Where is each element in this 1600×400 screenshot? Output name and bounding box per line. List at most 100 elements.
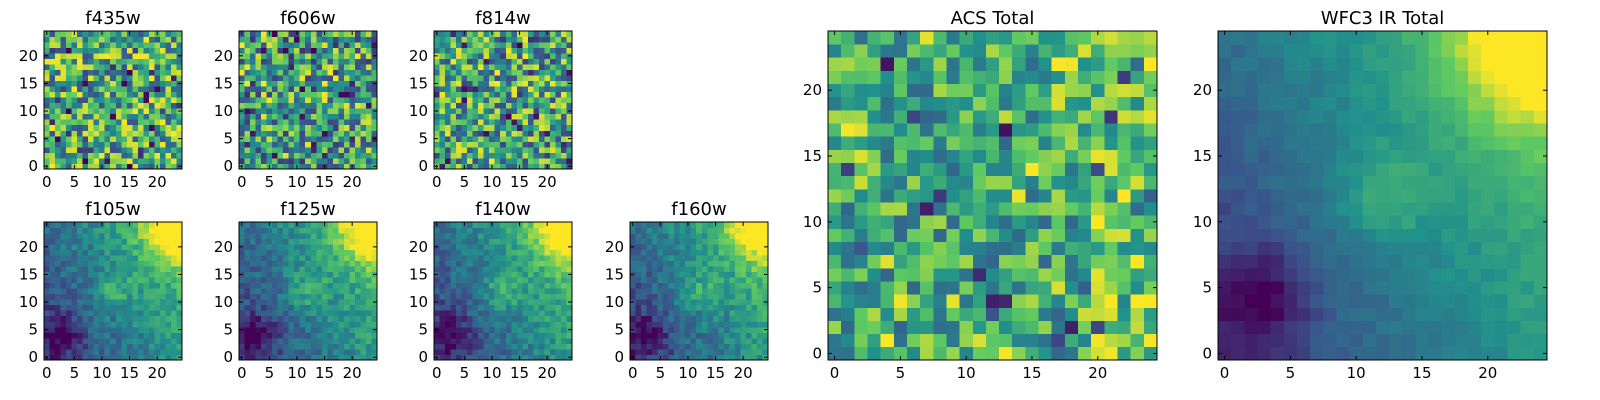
heatmap-cell	[82, 315, 89, 322]
heatmap-cell	[483, 75, 490, 82]
heatmap-cell	[305, 233, 312, 239]
heatmap-cell	[360, 332, 367, 339]
heatmap-cell	[77, 315, 84, 322]
heatmap-cell	[115, 124, 122, 131]
heatmap-cell	[343, 282, 350, 289]
heatmap-cell	[1051, 294, 1066, 308]
heatmap-cell	[906, 202, 921, 216]
heatmap-cell	[472, 266, 479, 273]
heatmap-cell	[723, 288, 730, 295]
heatmap-cell	[445, 108, 451, 115]
heatmap-cell	[310, 260, 317, 267]
heatmap-cell	[555, 255, 562, 262]
heatmap-cell	[489, 238, 496, 245]
heatmap-cell	[489, 47, 496, 54]
heatmap-cell	[55, 97, 61, 104]
heatmap-cell	[734, 321, 741, 328]
heatmap-cell	[104, 91, 111, 98]
heatmap-cell	[566, 124, 573, 131]
heatmap-cell	[44, 119, 50, 126]
heatmap-cell	[516, 69, 523, 76]
heatmap-cell	[461, 282, 468, 289]
heatmap-cell	[566, 348, 573, 355]
heatmap-cell	[338, 310, 345, 317]
heatmap-cell	[646, 222, 653, 228]
heatmap-cell	[555, 97, 562, 104]
heatmap-cell	[538, 293, 545, 300]
heatmap-cell	[893, 202, 908, 216]
y-tick-label: 0	[223, 348, 233, 366]
heatmap-cell	[266, 266, 273, 273]
heatmap-cell	[549, 130, 556, 137]
heatmap-cell	[762, 238, 769, 245]
heatmap-cell	[494, 152, 501, 159]
heatmap-cell	[511, 304, 518, 311]
heatmap-cell	[277, 58, 284, 65]
heatmap-cell	[137, 332, 144, 339]
heatmap-cell	[82, 64, 89, 71]
heatmap-cell	[159, 141, 166, 148]
heatmap-cell	[132, 222, 139, 228]
heatmap-cell	[143, 141, 150, 148]
heatmap-cell	[338, 321, 345, 328]
heatmap-cell	[828, 188, 842, 203]
heatmap-cell	[115, 97, 122, 104]
heatmap-cell	[159, 326, 166, 333]
heatmap-cell	[148, 348, 155, 355]
heatmap-cell	[494, 47, 501, 54]
heatmap-cell	[327, 102, 334, 109]
heatmap-cell	[299, 332, 306, 339]
heatmap-cell	[239, 260, 245, 267]
heatmap-cell	[450, 332, 457, 339]
heatmap-cell	[316, 244, 323, 250]
heatmap-cell	[88, 244, 95, 250]
heatmap-cell	[338, 146, 345, 153]
heatmap-cell	[439, 310, 446, 317]
x-tick-label: 10	[482, 364, 501, 382]
heatmap-cell	[277, 75, 284, 82]
heatmap-cell	[365, 282, 372, 289]
heatmap-cell	[527, 332, 534, 339]
heatmap-cell	[321, 227, 328, 234]
heatmap-cell	[349, 260, 356, 267]
heatmap-cell	[472, 146, 479, 153]
heatmap-cell	[294, 86, 301, 93]
heatmap-cell	[494, 58, 501, 65]
heatmap-cell	[288, 146, 295, 153]
heatmap-cell	[239, 97, 245, 104]
heatmap-cell	[718, 343, 725, 350]
heatmap-cell	[641, 277, 647, 284]
heatmap-cell	[1051, 307, 1066, 321]
heatmap-cell	[55, 315, 61, 322]
heatmap-cell	[316, 348, 323, 355]
x-tick-label: 20	[734, 364, 753, 382]
y-tick-label: 5	[223, 321, 233, 339]
heatmap-cell	[159, 75, 166, 82]
heatmap-cell	[137, 86, 144, 93]
heatmap-cell	[143, 315, 150, 322]
heatmap-cell	[244, 293, 251, 300]
heatmap-cell	[77, 97, 84, 104]
heatmap-cell	[646, 277, 653, 284]
heatmap-cell	[434, 260, 440, 267]
heatmap-cell	[701, 249, 708, 256]
heatmap-cell	[718, 271, 725, 278]
heatmap-cell	[132, 244, 139, 250]
heatmap-cell	[110, 124, 117, 131]
heatmap-cell	[1025, 346, 1039, 361]
heatmap-cell	[310, 47, 317, 54]
heatmap-cell	[641, 282, 647, 289]
heatmap-cell	[288, 42, 295, 48]
heatmap-cell	[170, 354, 177, 361]
heatmap-cell	[354, 271, 361, 278]
heatmap-cell	[1051, 202, 1066, 216]
heatmap-cell	[472, 249, 479, 256]
heatmap-cell	[288, 354, 295, 361]
heatmap-cell	[115, 321, 122, 328]
heatmap-cell	[555, 152, 562, 159]
heatmap-cell	[1051, 267, 1066, 282]
heatmap-cell	[354, 288, 361, 295]
heatmap-cell	[49, 58, 56, 65]
heatmap-cell	[472, 102, 479, 109]
heatmap-cell	[1130, 188, 1145, 203]
